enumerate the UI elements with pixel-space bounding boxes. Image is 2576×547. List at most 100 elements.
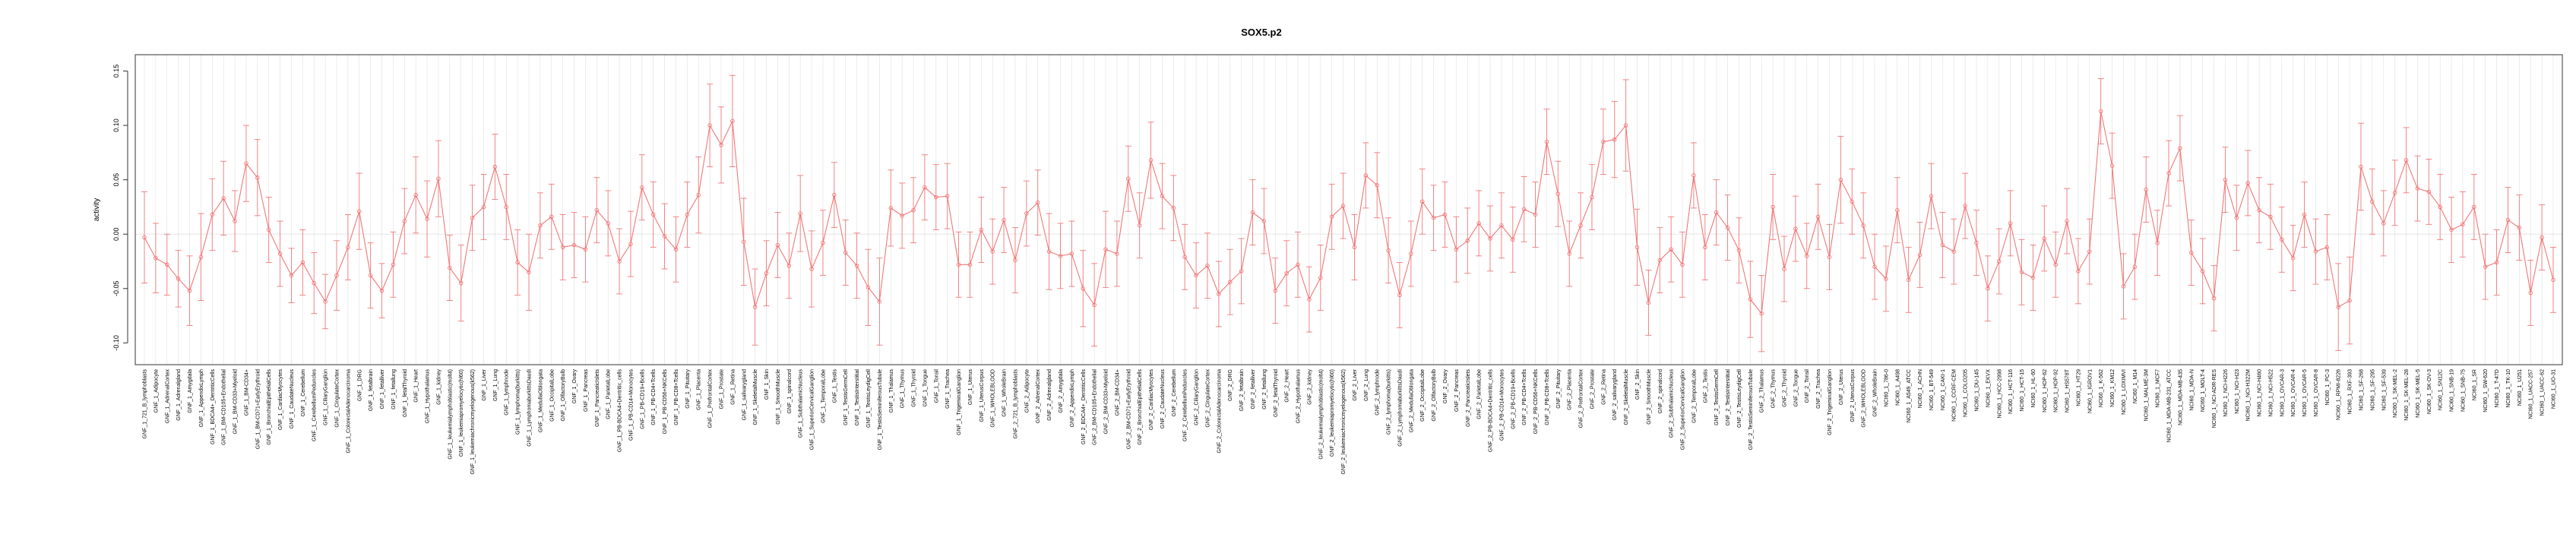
x-tick-label: GNF_1_PB-BDCA4+Dentritic_cells bbox=[618, 369, 623, 453]
data-point bbox=[1409, 251, 1413, 256]
x-tick-label: GNF_2_fetalliver bbox=[1251, 368, 1256, 409]
x-tick-label: GNF_2_PrefrontalCortex bbox=[1579, 369, 1584, 428]
x-tick-label: NCI60_1_NCI-H460 bbox=[2258, 369, 2263, 417]
data-point bbox=[2200, 269, 2205, 274]
x-tick-label: GNF_1_CiliaryGanglion bbox=[324, 369, 329, 425]
x-tick-label: GNF_2_WHOLEBLOOD bbox=[1862, 369, 1867, 428]
data-point bbox=[662, 234, 667, 239]
data-point bbox=[1714, 210, 1719, 215]
data-point bbox=[1058, 254, 1063, 258]
x-tick-label: NCI60_1_HOP-92 bbox=[2054, 369, 2059, 413]
x-tick-label: GNF_1_Thymus bbox=[900, 369, 906, 409]
data-point bbox=[640, 185, 644, 190]
data-point bbox=[2381, 221, 2386, 226]
data-point bbox=[696, 192, 701, 198]
data-point bbox=[2121, 284, 2126, 289]
data-point bbox=[1046, 249, 1052, 254]
x-tick-label: GNF_2_Testis bbox=[1703, 369, 1708, 403]
x-tick-label: GNF_2_fetalbrain bbox=[1239, 369, 1245, 411]
data-point bbox=[198, 255, 204, 260]
x-tick-label: GNF_2_721_B_lymphoblasts bbox=[1013, 369, 1018, 439]
y-tick-label: 0.10 bbox=[112, 119, 120, 132]
x-tick-label: NCI60_1_NCI-H322M bbox=[2246, 369, 2252, 422]
x-tick-label: GNF_1_TestisLeydigCell bbox=[866, 369, 872, 428]
data-point bbox=[922, 185, 927, 190]
x-tick-label: NCI60_1_RPMI-8226 bbox=[2337, 369, 2342, 420]
data-point bbox=[210, 212, 215, 217]
x-tick-label: NCI60_1_SK-MEL-28 bbox=[2404, 369, 2410, 421]
x-tick-label: GNF_1_OccipitalLobe bbox=[549, 369, 555, 422]
x-tick-label: GNF_1_SubthalamicNucleus bbox=[799, 369, 804, 438]
data-point bbox=[888, 206, 894, 210]
x-tick-label: GNF_1_leukemialymphoblastic(molt4) bbox=[448, 369, 453, 460]
x-tick-label: GNF_1_OlfactoryBulb bbox=[561, 369, 566, 422]
data-point bbox=[1906, 277, 1911, 283]
data-point bbox=[1555, 191, 1561, 196]
x-tick-label: GNF_1_PancreaticIslets bbox=[595, 369, 600, 427]
data-point bbox=[2324, 245, 2330, 250]
x-tick-label: GNF_2_Prostate bbox=[1590, 369, 1595, 409]
x-tick-label: GNF_1_LymphomaburkittsDaudi bbox=[527, 369, 533, 447]
x-tick-label: GNF_1_WholeBrain bbox=[1002, 369, 1008, 417]
data-point bbox=[1986, 286, 1990, 291]
data-point bbox=[1827, 255, 1832, 260]
x-tick-label: NCI60_1_HS578T bbox=[2065, 368, 2071, 413]
x-tick-label: GNF_1_leukemiapromyelocytic(hl60) bbox=[459, 369, 464, 457]
data-point bbox=[1081, 286, 1086, 291]
grid-layer bbox=[135, 55, 2562, 365]
data-point bbox=[1691, 173, 1696, 178]
data-point bbox=[617, 259, 622, 264]
series-line bbox=[144, 111, 2554, 315]
data-point bbox=[742, 239, 746, 244]
x-tick-label: GNF_1_Cerebellum bbox=[301, 369, 306, 416]
x-tick-label: GNF_1_DRG bbox=[357, 369, 362, 401]
data-point bbox=[1250, 210, 1255, 215]
x-tick-label: GNF_2_PB-BDCA4+Dentritic_cells bbox=[1489, 369, 1494, 453]
x-tick-label: GNF_2_Tonsil bbox=[1805, 369, 1810, 403]
x-tick-label: GNF_2_BDCA4+_DentriticCells bbox=[1081, 369, 1087, 445]
data-point bbox=[2540, 235, 2544, 240]
data-point bbox=[221, 196, 226, 201]
data-point bbox=[2290, 255, 2296, 261]
x-tick-label: GNF_1_PB-CD14+Monocytes bbox=[628, 369, 634, 441]
data-point bbox=[1544, 139, 1549, 144]
x-tick-label: NCI60_1_HCT-116 bbox=[2008, 369, 2014, 414]
x-tick-label: GNF_1_PB-CD56+NKCells bbox=[663, 369, 668, 435]
x-tick-label: GNF_2_leukemiapromyelocytic(hl60) bbox=[1330, 369, 1335, 457]
data-point bbox=[402, 219, 407, 223]
x-tick-label: NCI60_1_SK-MEL-5 bbox=[2416, 369, 2421, 418]
data-point bbox=[2076, 269, 2081, 274]
data-point bbox=[2426, 189, 2432, 194]
x-tick-label: GNF_1_ColorectalAdenocarcinoma bbox=[346, 369, 351, 454]
x-tick-label: GNF_1_Uterus bbox=[968, 369, 973, 406]
data-point bbox=[448, 265, 452, 270]
x-tick-label: NCI60_1_UO-31 bbox=[2552, 369, 2557, 409]
x-tick-label: NCI60_1_SF-295 bbox=[2370, 369, 2375, 411]
data-point bbox=[176, 277, 181, 281]
data-point bbox=[911, 207, 916, 213]
data-point bbox=[515, 260, 520, 265]
data-point bbox=[538, 223, 543, 228]
x-tick-label: NCI60_1_M14 bbox=[2133, 369, 2138, 403]
series-layer bbox=[141, 74, 2556, 353]
x-tick-label: GNF_2_CingulateCortex bbox=[1205, 369, 1210, 428]
data-point bbox=[2449, 227, 2454, 232]
data-point bbox=[357, 209, 362, 213]
x-tick-label: NCI60_1_HT29 bbox=[2076, 369, 2081, 406]
data-point bbox=[334, 273, 339, 278]
data-point bbox=[1205, 263, 1210, 268]
data-point bbox=[2223, 177, 2228, 182]
x-tick-label: GNF_2_DRG bbox=[1228, 369, 1233, 401]
x-tick-label: GNF_2_lymphoma(burkitts) bbox=[1387, 369, 1392, 435]
y-tick-label: 0.05 bbox=[112, 173, 120, 187]
data-point bbox=[1951, 249, 1956, 254]
x-tick-label: GNF_2_BM-CD33+Myeloid bbox=[1104, 369, 1109, 434]
data-point bbox=[391, 262, 396, 267]
x-tick-label: GNF_1_Adipocyte bbox=[153, 369, 159, 413]
data-point bbox=[2234, 215, 2239, 220]
x-tick-label: GNF_1_leukemiachronicmyelogenous(k562) bbox=[470, 369, 476, 475]
x-tick-label: NCI60_1_HCC-2998 bbox=[1997, 369, 2002, 419]
x-tick-label: GNF_1_SkeletalMuscle bbox=[753, 369, 758, 425]
data-point bbox=[2438, 204, 2442, 210]
